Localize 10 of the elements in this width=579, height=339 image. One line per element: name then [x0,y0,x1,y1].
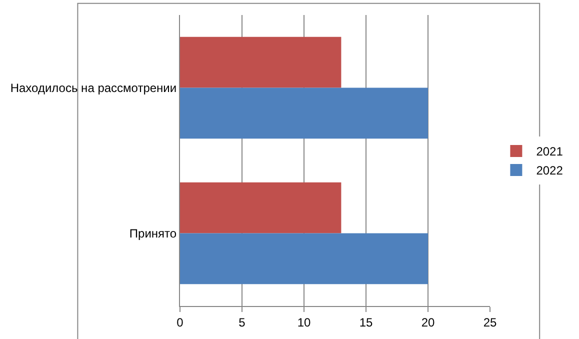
x-tick-label: 5 [238,315,246,330]
legend-label: 2021 [536,144,564,159]
y-tick-label: Принято [129,226,177,240]
x-tick-label: 25 [483,315,497,330]
x-tick-label: 15 [359,315,373,330]
y-tick-label: Находилось на рассмотрении [10,80,177,95]
legend-label: 2022 [536,164,564,178]
x-tick-label: 20 [421,315,435,330]
x-tick-label: 0 [176,315,184,330]
x-tick-label: 10 [297,315,311,330]
